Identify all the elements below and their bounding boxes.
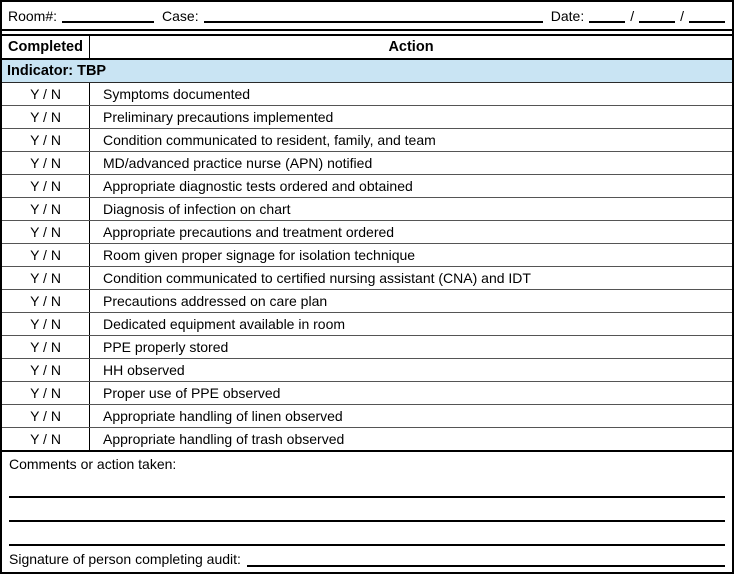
action-cell: PPE properly stored — [103, 339, 229, 355]
comments-line — [9, 522, 725, 546]
action-cell: Appropriate precautions and treatment or… — [103, 224, 395, 240]
completed-cell: Y / N — [2, 428, 90, 450]
action-cell: Dedicated equipment available in room — [103, 316, 346, 332]
action-cell: Appropriate handling of trash observed — [103, 431, 345, 447]
table-row: Y / N Diagnosis of infection on chart — [2, 198, 732, 221]
table-row: Y / N MD/advanced practice nurse (APN) n… — [2, 152, 732, 175]
table-row: Y / N Dedicated equipment available in r… — [2, 313, 732, 336]
table-row: Y / N Condition communicated to certifie… — [2, 267, 732, 290]
table-row: Y / N Appropriate handling of trash obse… — [2, 428, 732, 452]
table-row: Y / N PPE properly stored — [2, 336, 732, 359]
action-cell: Appropriate diagnostic tests ordered and… — [103, 178, 413, 194]
action-cell: Room given proper signage for isolation … — [103, 247, 416, 263]
form-header: Room#: Case: Date: / / — [2, 2, 732, 31]
section-divider-gap — [2, 31, 732, 34]
completed-cell: Y / N — [2, 405, 90, 427]
table-row: Y / N Room given proper signage for isol… — [2, 244, 732, 267]
completed-cell: Y / N — [2, 267, 90, 289]
completed-cell: Y / N — [2, 83, 90, 105]
table-row: Y / N Precautions addressed on care plan — [2, 290, 732, 313]
table-row: Y / N Appropriate diagnostic tests order… — [2, 175, 732, 198]
date-month-field — [589, 8, 626, 23]
date-slash: / — [630, 7, 635, 24]
completed-cell: Y / N — [2, 244, 90, 266]
room-number-field — [62, 8, 155, 23]
table-row: Y / N Condition communicated to resident… — [2, 129, 732, 152]
completed-cell: Y / N — [2, 313, 90, 335]
date-year-field — [689, 8, 725, 23]
completed-cell: Y / N — [2, 129, 90, 151]
signature-row: Signature of person completing audit: — [9, 546, 725, 572]
action-cell: Condition communicated to resident, fami… — [103, 132, 436, 148]
date-slash: / — [680, 7, 684, 24]
action-cell: Preliminary precautions implemented — [103, 109, 334, 125]
action-cell: Diagnosis of infection on chart — [103, 201, 291, 217]
comments-line — [9, 498, 725, 522]
action-column-header: Action — [388, 39, 434, 55]
completed-cell: Y / N — [2, 221, 90, 243]
action-cell: HH observed — [103, 362, 185, 378]
action-cell: Appropriate handling of linen observed — [103, 408, 343, 424]
case-label: Case: — [162, 7, 199, 24]
signature-label: Signature of person completing audit: — [9, 551, 241, 567]
table-row: Y / N Proper use of PPE observed — [2, 382, 732, 405]
completed-cell: Y / N — [2, 106, 90, 128]
table-header-row: Completed Action — [2, 36, 732, 60]
indicator-row: Indicator: TBP — [2, 60, 732, 83]
table-row: Y / N Appropriate handling of linen obse… — [2, 405, 732, 428]
completed-cell: Y / N — [2, 359, 90, 381]
table-row: Y / N HH observed — [2, 359, 732, 382]
action-cell: Precautions addressed on care plan — [103, 293, 328, 309]
comments-section: Comments or action taken: Signature of p… — [2, 452, 732, 572]
completed-cell: Y / N — [2, 198, 90, 220]
comments-line — [9, 474, 725, 498]
action-cell: Symptoms documented — [103, 86, 251, 102]
completed-cell: Y / N — [2, 336, 90, 358]
completed-cell: Y / N — [2, 290, 90, 312]
audit-table: Completed Action Indicator: TBP Y / N Sy… — [2, 34, 732, 452]
date-label: Date: — [550, 7, 585, 24]
completed-column-header: Completed — [2, 36, 90, 58]
signature-field — [246, 551, 725, 567]
case-field — [203, 8, 543, 23]
action-cell: MD/advanced practice nurse (APN) notifie… — [103, 155, 373, 171]
action-cell: Condition communicated to certified nurs… — [103, 270, 531, 286]
table-row: Y / N Symptoms documented — [2, 83, 732, 106]
comments-label: Comments or action taken: — [9, 456, 177, 472]
action-cell: Proper use of PPE observed — [103, 385, 281, 401]
table-row: Y / N Preliminary precautions implemente… — [2, 106, 732, 129]
indicator-label: Indicator: TBP — [7, 63, 107, 79]
completed-cell: Y / N — [2, 152, 90, 174]
room-number-label: Room#: — [8, 7, 58, 24]
completed-cell: Y / N — [2, 175, 90, 197]
completed-cell: Y / N — [2, 382, 90, 404]
table-row: Y / N Appropriate precautions and treatm… — [2, 221, 732, 244]
date-day-field — [639, 8, 676, 23]
